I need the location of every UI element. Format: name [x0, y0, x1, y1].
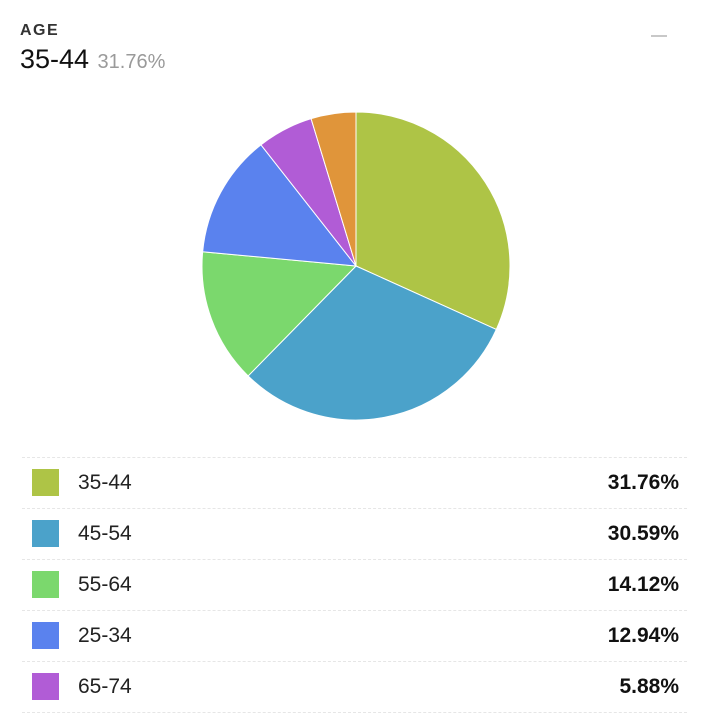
legend-swatch — [32, 622, 59, 649]
legend-label: 45-54 — [78, 522, 132, 545]
legend-swatch — [32, 520, 59, 547]
legend-swatch — [32, 571, 59, 598]
legend: 35-44 31.76% 45-54 30.59% 55-64 14.12% 2… — [22, 457, 687, 713]
chart-heading: AGE — [20, 22, 60, 39]
legend-row-45-54[interactable]: 45-54 30.59% — [22, 509, 687, 560]
legend-label: 25-34 — [78, 624, 132, 647]
legend-row-55-64[interactable]: 55-64 14.12% — [22, 560, 687, 611]
legend-swatch — [32, 469, 59, 496]
legend-value: 12.94% — [607, 624, 679, 647]
selected-segment-value: 31.76% — [97, 51, 166, 73]
legend-label: 65-74 — [78, 675, 132, 698]
selected-segment-label: 35-44 — [20, 44, 90, 74]
legend-swatch — [32, 673, 59, 700]
legend-row-25-34[interactable]: 25-34 12.94% — [22, 611, 687, 662]
pie-slice-25-34[interactable] — [202, 144, 358, 267]
pie-slice-35-44[interactable] — [355, 111, 511, 331]
legend-value: 30.59% — [607, 522, 679, 545]
pie-chart — [201, 111, 511, 421]
minimize-bar — [651, 35, 667, 37]
legend-row-35-44[interactable]: 35-44 31.76% — [22, 458, 687, 509]
legend-row-65-74[interactable]: 65-74 5.88% — [22, 662, 687, 713]
legend-value: 14.12% — [607, 573, 679, 596]
pie-slice-other-5[interactable] — [310, 111, 357, 267]
pie-slice-45-54[interactable] — [247, 265, 497, 421]
legend-value: 5.88% — [619, 675, 679, 698]
selected-segment-summary: 35-44 31.76% — [20, 44, 165, 75]
legend-label: 55-64 — [78, 573, 132, 596]
legend-value: 31.76% — [607, 471, 679, 494]
minimize-icon[interactable] — [650, 30, 668, 44]
legend-label: 35-44 — [78, 471, 132, 494]
pie-slice-55-64[interactable] — [201, 251, 358, 377]
